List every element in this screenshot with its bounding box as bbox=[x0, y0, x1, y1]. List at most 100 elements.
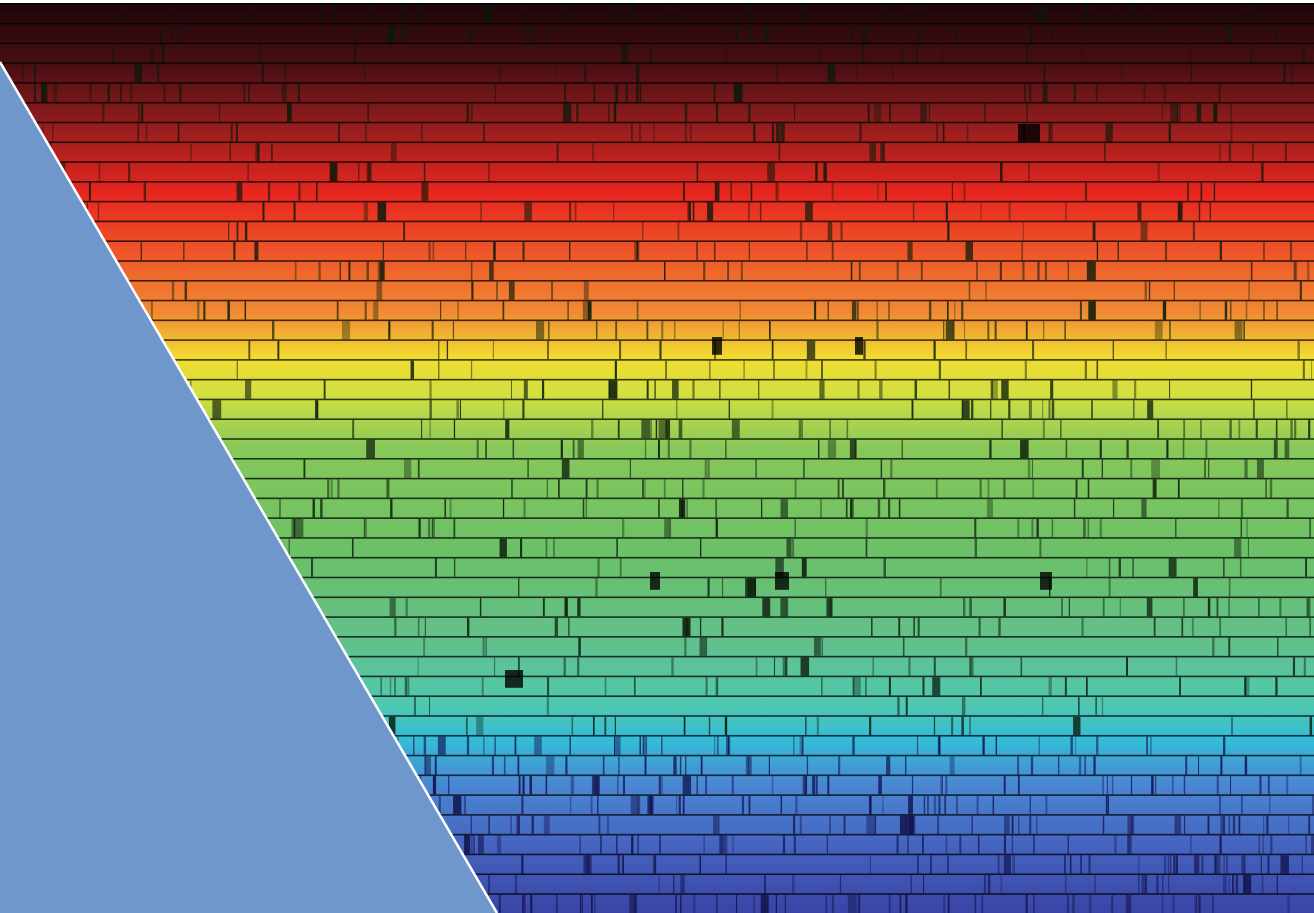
spectral-line bbox=[1034, 4, 1043, 23]
spectral-line bbox=[527, 459, 529, 478]
spectral-line bbox=[179, 83, 182, 102]
spectral-line bbox=[529, 776, 532, 795]
spectral-line bbox=[1094, 875, 1096, 894]
spectral-line bbox=[880, 143, 885, 162]
spectral-line bbox=[1032, 479, 1035, 498]
spectral-line bbox=[1168, 875, 1170, 894]
row-separator bbox=[0, 220, 1314, 223]
spectral-line bbox=[771, 123, 775, 142]
spectral-line bbox=[1003, 776, 1006, 795]
spectral-line bbox=[34, 83, 36, 102]
row-separator bbox=[0, 537, 1314, 539]
spectral-line bbox=[944, 795, 947, 815]
spectral-line bbox=[1147, 400, 1154, 419]
spectral-line bbox=[692, 202, 695, 221]
spectral-line bbox=[704, 459, 707, 478]
spectral-line bbox=[633, 677, 636, 696]
spectral-line bbox=[1169, 855, 1172, 874]
spectral-line bbox=[1028, 83, 1032, 102]
spectral-line bbox=[1111, 894, 1114, 913]
spectral-line bbox=[963, 321, 966, 340]
spectral-line bbox=[840, 222, 843, 241]
spectral-line bbox=[177, 123, 180, 142]
spectral-line bbox=[908, 815, 914, 834]
spectral-line bbox=[1182, 439, 1185, 458]
spectral-line bbox=[1041, 696, 1044, 716]
spectral-line bbox=[578, 637, 581, 656]
spectral-line bbox=[1150, 736, 1152, 755]
spectral-line bbox=[715, 677, 718, 696]
spectral-line bbox=[1241, 855, 1246, 874]
spectral-line bbox=[1258, 598, 1260, 617]
spectral-line bbox=[800, 4, 803, 23]
spectral-line bbox=[1033, 894, 1035, 913]
spectral-line bbox=[228, 222, 230, 241]
spectral-line bbox=[831, 182, 834, 201]
spectral-line bbox=[488, 875, 490, 894]
spectral-line bbox=[1243, 875, 1252, 894]
spectral-line bbox=[1288, 815, 1290, 834]
spectral-line bbox=[942, 123, 945, 142]
spectral-line bbox=[1163, 83, 1166, 102]
spectral-line bbox=[1017, 756, 1020, 775]
spectral-line bbox=[597, 558, 600, 577]
spectral-line bbox=[1148, 281, 1151, 300]
spectral-line bbox=[623, 776, 625, 795]
spectral-line bbox=[794, 518, 796, 538]
spectral-line bbox=[1045, 795, 1048, 815]
spectral-line bbox=[1132, 400, 1135, 419]
spectral-line bbox=[1081, 617, 1084, 637]
spectral-line bbox=[608, 103, 610, 122]
spectral-line bbox=[616, 83, 619, 102]
spectral-line bbox=[1030, 756, 1034, 775]
spectral-line bbox=[389, 598, 396, 617]
spectral-line bbox=[1308, 420, 1311, 439]
spectral-line bbox=[649, 44, 652, 63]
spectral-line bbox=[622, 518, 625, 538]
spectral-line bbox=[572, 439, 575, 458]
spectral-line bbox=[102, 103, 105, 122]
spectral-line bbox=[896, 261, 899, 280]
spectral-line bbox=[1212, 894, 1214, 913]
spectral-line bbox=[150, 301, 153, 320]
spectral-line bbox=[1302, 44, 1305, 63]
spectral-line bbox=[1112, 4, 1114, 23]
spectral-line bbox=[1291, 63, 1294, 83]
spectral-line bbox=[591, 894, 593, 913]
spectral-line bbox=[888, 677, 891, 696]
spectral-line bbox=[1143, 83, 1146, 102]
spectral-line bbox=[878, 776, 882, 795]
spectral-line bbox=[403, 24, 406, 43]
spectral-line bbox=[673, 321, 676, 340]
spectral-line bbox=[856, 63, 858, 83]
spectral-line bbox=[585, 479, 588, 498]
spectral-line bbox=[1058, 756, 1060, 775]
spectral-line bbox=[1131, 815, 1133, 834]
spectral-line bbox=[1064, 677, 1067, 696]
spectral-line bbox=[637, 241, 639, 261]
spectral-line bbox=[775, 894, 777, 913]
spectral-line bbox=[312, 499, 315, 518]
spectral-line bbox=[707, 459, 710, 478]
spectral-line bbox=[1092, 222, 1095, 241]
spectral-line bbox=[1183, 776, 1186, 795]
spectral-line bbox=[792, 538, 795, 557]
spectral-line bbox=[696, 241, 698, 261]
spectral-line bbox=[1086, 261, 1096, 280]
spectral-line bbox=[1164, 241, 1168, 261]
row-separator bbox=[0, 675, 1314, 678]
row-separator bbox=[0, 715, 1314, 717]
spectral-line bbox=[792, 875, 795, 894]
spectral-line bbox=[876, 301, 878, 320]
spectral-line bbox=[945, 835, 948, 854]
spectral-line bbox=[518, 776, 521, 795]
spectral-line bbox=[865, 538, 868, 557]
spectral-line bbox=[682, 795, 685, 815]
spectral-line bbox=[489, 261, 494, 280]
spectral-line bbox=[121, 4, 123, 23]
spectral-line bbox=[954, 301, 956, 320]
spectral-line bbox=[1091, 400, 1093, 419]
spectral-line bbox=[938, 360, 942, 379]
row-separator bbox=[0, 418, 1314, 421]
spectral-line bbox=[470, 815, 472, 834]
